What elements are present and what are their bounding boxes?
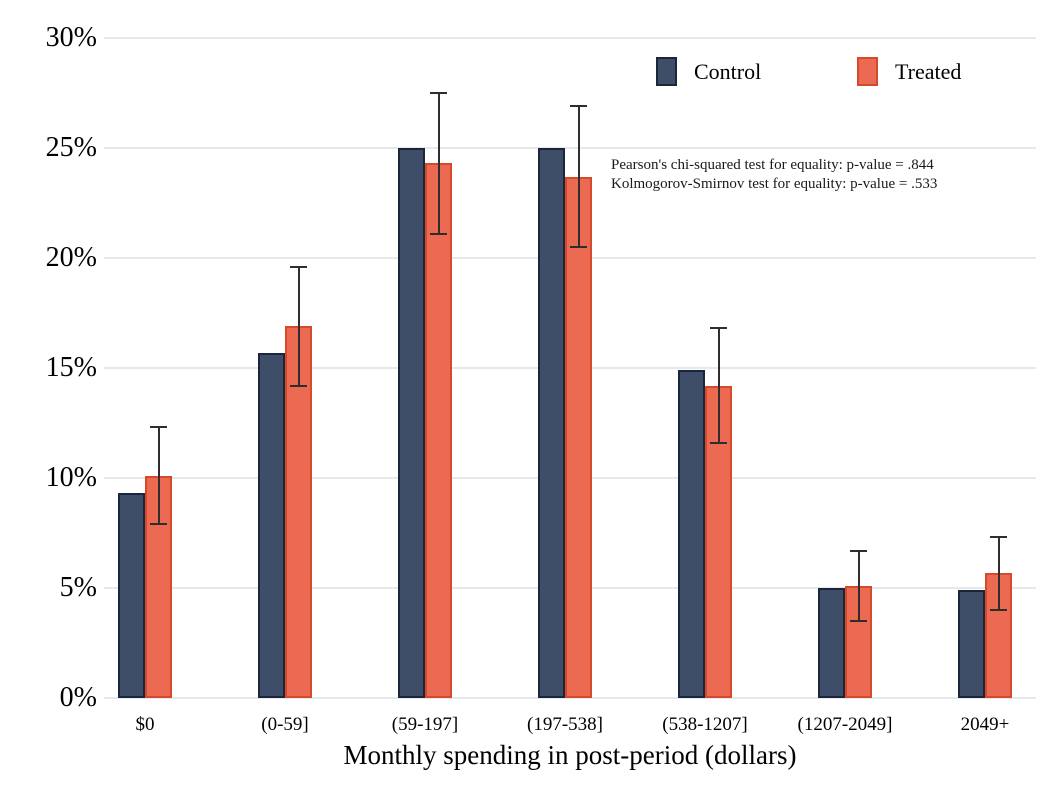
bar-control-5 (818, 588, 845, 698)
x-axis-tick-5: (1207-2049] (797, 714, 893, 735)
control-legend-swatch (656, 57, 677, 86)
error-bar-cap-bottom-5 (850, 620, 867, 622)
treated-legend-swatch (857, 57, 878, 86)
legend-item-treated: Treated (857, 57, 961, 86)
bar-control-6 (958, 590, 985, 698)
x-axis-tick-0: $0 (135, 714, 155, 735)
y-axis-tick-0pct: 0% (59, 682, 97, 713)
control-legend-label: Control (694, 58, 762, 84)
x-axis-tick-2: (59-197] (391, 714, 459, 735)
error-bar-cap-top-0 (150, 426, 167, 429)
error-bar-cap-bottom-2 (430, 232, 447, 235)
error-bar-line-3 (577, 106, 580, 247)
error-bar-line-4 (717, 328, 720, 443)
x-axis-tick-6: 2049+ (960, 714, 1010, 735)
bar-treated-0 (145, 475, 172, 698)
bar-treated-1 (285, 326, 312, 698)
bar-control-2 (398, 148, 425, 698)
gridline-30pct (104, 37, 1036, 39)
error-bar-cap-bottom-6 (990, 609, 1007, 611)
error-bar-cap-top-2 (430, 92, 447, 94)
x-axis-tick-4: (538-1207] (662, 714, 748, 735)
error-bar-cap-bottom-3 (570, 246, 587, 248)
error-bar-line-5 (857, 550, 860, 621)
bar-control-4 (678, 370, 705, 698)
x-axis-tick-3: (197-538] (527, 714, 603, 735)
error-bar-cap-bottom-4 (710, 441, 727, 444)
error-bar-cap-top-6 (990, 536, 1007, 539)
error-bar-cap-bottom-1 (290, 384, 307, 387)
error-bar-cap-top-1 (290, 265, 307, 268)
y-axis-tick-15pct: 15% (45, 352, 97, 383)
gridline-25pct (104, 147, 1036, 149)
error-bar-cap-bottom-0 (150, 523, 167, 526)
bar-control-1 (258, 352, 285, 698)
bar-treated-3 (565, 176, 592, 698)
error-bar-line-0 (157, 427, 160, 525)
y-axis-tick-10pct: 10% (45, 462, 97, 493)
x-axis-title: Monthly spending in post-period (dollars… (343, 740, 797, 770)
error-bar-cap-top-5 (850, 549, 867, 552)
y-axis-tick-20pct: 20% (45, 242, 97, 273)
legend-item-control: Control (656, 57, 761, 86)
error-bar-line-1 (297, 266, 300, 386)
error-bar-cap-top-4 (710, 327, 727, 330)
kolmogorov-smirnov-test-line: Kolmogorov-Smirnov test for equality: p-… (611, 176, 938, 192)
gridline-0pct (104, 697, 1036, 699)
y-axis-tick-30pct: 30% (45, 22, 97, 53)
treated-legend-label: Treated (895, 58, 962, 84)
x-axis-tick-1: (0-59] (261, 714, 309, 735)
test-annotation: Pearson's chi-squared test for equality:… (611, 156, 937, 194)
bar-treated-2 (425, 163, 452, 698)
y-axis-tick-5pct: 5% (59, 572, 97, 603)
y-axis-tick-25pct: 25% (45, 132, 97, 163)
error-bar-line-6 (997, 537, 1000, 610)
chi-squared-test-line: Pearson's chi-squared test for equality:… (611, 157, 934, 173)
error-bar-cap-top-3 (570, 105, 587, 108)
bar-control-0 (118, 493, 145, 698)
bar-control-3 (538, 148, 565, 698)
error-bar-line-2 (437, 93, 440, 234)
